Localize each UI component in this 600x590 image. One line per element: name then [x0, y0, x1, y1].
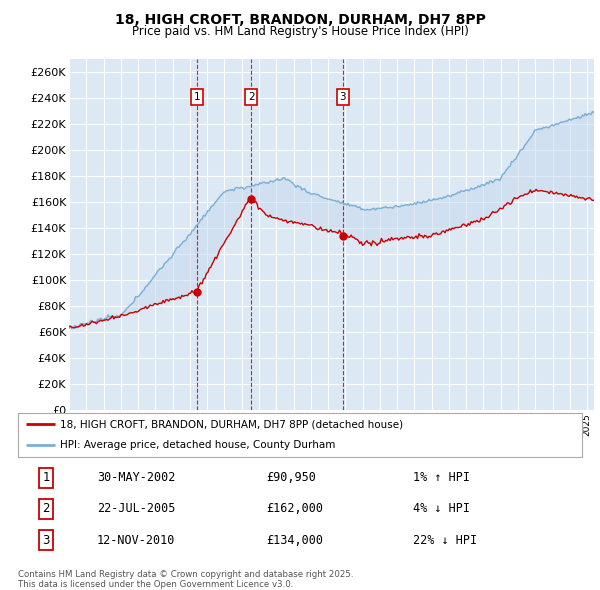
- Text: 22% ↓ HPI: 22% ↓ HPI: [413, 533, 477, 546]
- Text: £134,000: £134,000: [266, 533, 323, 546]
- Text: 18, HIGH CROFT, BRANDON, DURHAM, DH7 8PP: 18, HIGH CROFT, BRANDON, DURHAM, DH7 8PP: [115, 13, 485, 27]
- Text: £90,950: £90,950: [266, 471, 316, 484]
- Text: 12-NOV-2010: 12-NOV-2010: [97, 533, 175, 546]
- Text: £162,000: £162,000: [266, 502, 323, 516]
- Text: HPI: Average price, detached house, County Durham: HPI: Average price, detached house, Coun…: [60, 440, 335, 450]
- Text: 3: 3: [340, 91, 346, 101]
- Text: 1: 1: [194, 91, 200, 101]
- Text: 2: 2: [43, 502, 50, 516]
- Text: 4% ↓ HPI: 4% ↓ HPI: [413, 502, 470, 516]
- Text: Contains HM Land Registry data © Crown copyright and database right 2025.
This d: Contains HM Land Registry data © Crown c…: [18, 570, 353, 589]
- Text: 18, HIGH CROFT, BRANDON, DURHAM, DH7 8PP (detached house): 18, HIGH CROFT, BRANDON, DURHAM, DH7 8PP…: [60, 419, 403, 429]
- Text: 1: 1: [43, 471, 50, 484]
- Text: 2: 2: [248, 91, 254, 101]
- Text: 3: 3: [43, 533, 50, 546]
- Text: 1% ↑ HPI: 1% ↑ HPI: [413, 471, 470, 484]
- Text: 22-JUL-2005: 22-JUL-2005: [97, 502, 175, 516]
- Text: Price paid vs. HM Land Registry's House Price Index (HPI): Price paid vs. HM Land Registry's House …: [131, 25, 469, 38]
- Text: 30-MAY-2002: 30-MAY-2002: [97, 471, 175, 484]
